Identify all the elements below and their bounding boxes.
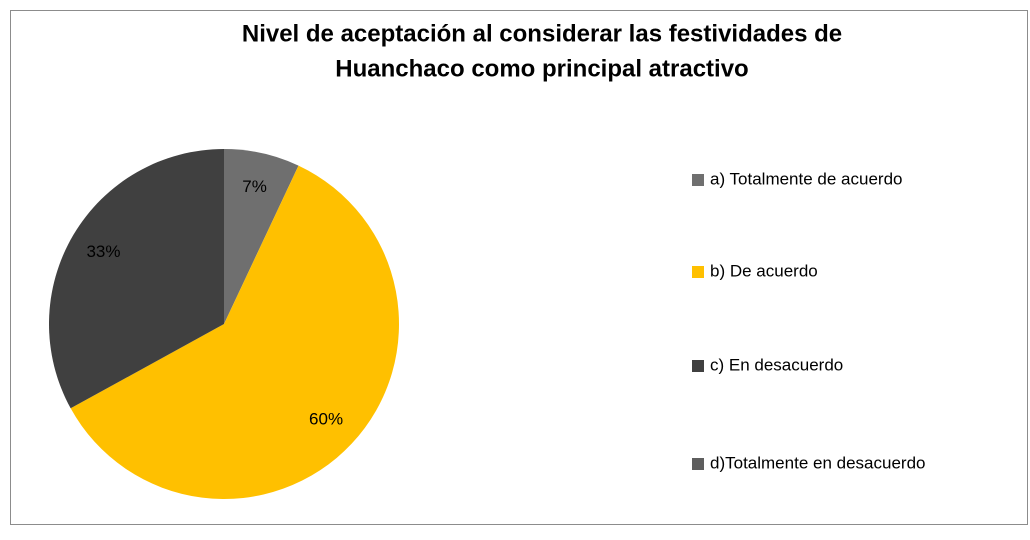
legend-swatch	[692, 458, 704, 470]
legend-swatch	[692, 360, 704, 372]
chart-title: Nivel de aceptación al considerar las fe…	[242, 20, 842, 47]
data-label: 60%	[309, 409, 343, 428]
chart-title: Huanchaco como principal atractivo	[335, 55, 748, 82]
data-label: 33%	[86, 242, 120, 261]
legend-label: c) En desacuerdo	[710, 355, 843, 374]
pie-slice	[224, 149, 299, 324]
data-label: 7%	[242, 177, 267, 196]
pie-slice	[49, 149, 225, 409]
legend-swatch	[692, 174, 704, 186]
legend-label: b) De acuerdo	[710, 261, 818, 280]
pie-slice	[70, 165, 400, 500]
legend-swatch	[692, 266, 704, 278]
legend-label: d)Totalmente en desacuerdo	[710, 453, 925, 472]
legend-label: a) Totalmente de acuerdo	[710, 169, 902, 188]
